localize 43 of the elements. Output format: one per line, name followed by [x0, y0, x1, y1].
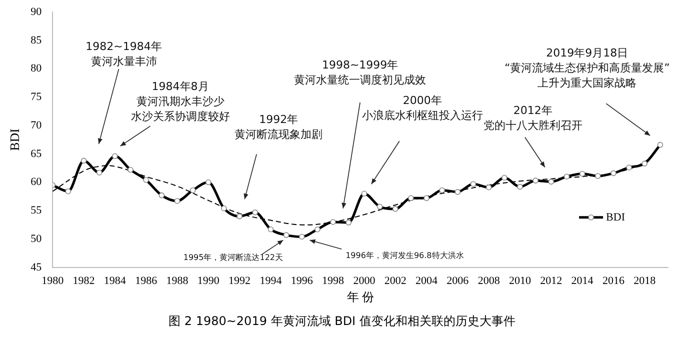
x-tick-label: 1984: [104, 274, 126, 287]
x-tick-label: 1980: [42, 274, 64, 287]
x-tick-label: 2004: [416, 274, 438, 287]
x-tick-label: 1992: [228, 274, 251, 287]
x-tick-label: 2008: [478, 274, 500, 287]
annotation: 1992年黄河断流现象加剧: [234, 113, 323, 142]
x-tick-label: 1990: [197, 274, 220, 287]
x-tick-label: 2010: [508, 274, 532, 287]
x-tick-label: 1994: [260, 274, 282, 287]
annotation: 1995年，黄河断流达122天: [183, 253, 283, 262]
x-tick-label: 2002: [384, 274, 406, 287]
annotation: 1998~1999年黄河水量统一调度初见成效: [294, 58, 426, 86]
text: 图 2 1980~2019 年黄河流域 BDI 值变化和相关联的历史大事件: [168, 313, 516, 330]
y-tick-label: 60: [30, 176, 42, 188]
x-tick-label: 2014: [571, 274, 594, 287]
x-tick-label: 1996: [290, 274, 314, 287]
annotation: 2019年9月18日“黄河流域生态保护和高质量发展”上升为重大国家战略: [504, 46, 670, 90]
annotation: 1996年，黄河发生96.8特大洪水: [346, 251, 464, 260]
y-tick-label: 70: [30, 119, 42, 132]
y-tick-label: 80: [30, 62, 42, 75]
y-tick-label: 65: [30, 148, 42, 160]
x-tick-label: 1998: [322, 274, 345, 287]
y-tick-label: 50: [30, 232, 42, 245]
y-tick-label: 45: [30, 261, 42, 274]
annotation: 2012年党的十八大胜利召开: [483, 104, 582, 132]
y-tick-label: 85: [30, 34, 42, 46]
x-tick-label: 2018: [634, 274, 656, 287]
annotation: 1982~1984年黄河水量丰沛: [86, 40, 162, 68]
x-tick-label: 2000: [353, 274, 376, 287]
annotation: 2000年小浪底水利枢纽投入运行: [362, 94, 483, 122]
x-tick-label: 2006: [446, 274, 470, 287]
y-tick-label: 90: [30, 6, 42, 18]
x-tick-label: 1982: [72, 274, 95, 287]
legend-label: BDI: [606, 211, 626, 224]
annotation: 1984年8月黄河汛期水丰沙少水沙关系协调度较好: [130, 80, 230, 123]
y-tick-label: 75: [30, 91, 42, 104]
x-tick-label: 2016: [602, 274, 625, 287]
y-tick-label: 55: [30, 204, 42, 217]
x-tick-label: 1988: [166, 274, 189, 287]
y-axis-title: BDI: [7, 128, 22, 151]
x-tick-label: 2012: [540, 274, 562, 287]
x-tick-label: 1986: [135, 274, 158, 287]
x-axis-title: 年 份: [346, 290, 374, 304]
